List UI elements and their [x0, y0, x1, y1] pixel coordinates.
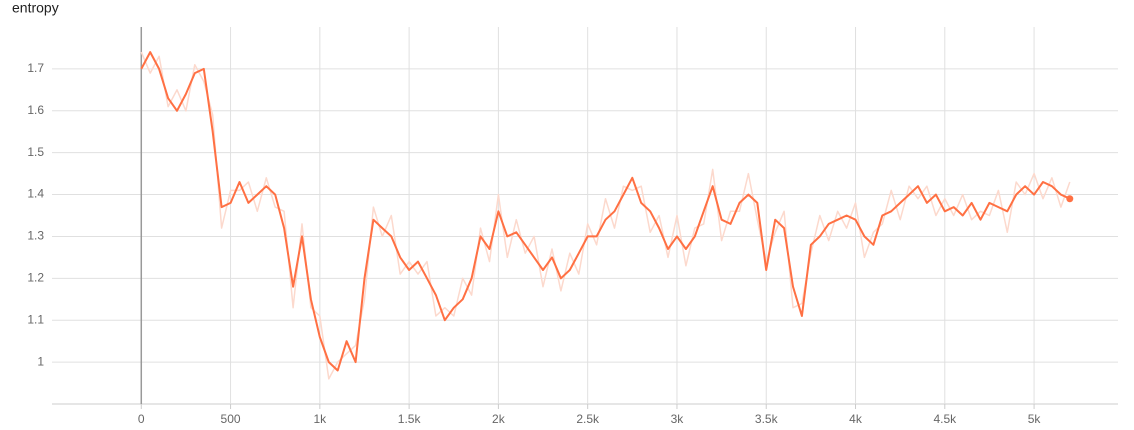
- y-tick-label: 1.1: [27, 312, 44, 326]
- end-point: [1066, 195, 1074, 203]
- y-tick-label: 1.2: [27, 271, 44, 285]
- series-line: [140, 51, 1071, 380]
- x-tick-label: 500: [221, 412, 241, 426]
- series-line: [140, 51, 1071, 372]
- x-tick-label: 2k: [492, 412, 506, 426]
- x-tick-label: 1.5k: [398, 412, 422, 426]
- y-tick-label: 1: [37, 354, 44, 368]
- x-tick-label: 2.5k: [576, 412, 600, 426]
- x-tick-label: 0: [138, 412, 145, 426]
- y-tick-label: 1.6: [27, 103, 44, 117]
- x-tick-label: 4k: [849, 412, 863, 426]
- chart-title: entropy: [12, 0, 59, 16]
- x-tick-label: 1k: [313, 412, 327, 426]
- x-tick-label: 3.5k: [755, 412, 779, 426]
- x-tick-label: 5k: [1028, 412, 1042, 426]
- y-tick-label: 1.5: [27, 145, 44, 159]
- x-tick-label: 4.5k: [933, 412, 957, 426]
- y-tick-label: 1.4: [27, 187, 44, 201]
- y-tick-label: 1.3: [27, 229, 44, 243]
- x-tick-label: 3k: [671, 412, 685, 426]
- y-tick-label: 1.7: [27, 61, 44, 75]
